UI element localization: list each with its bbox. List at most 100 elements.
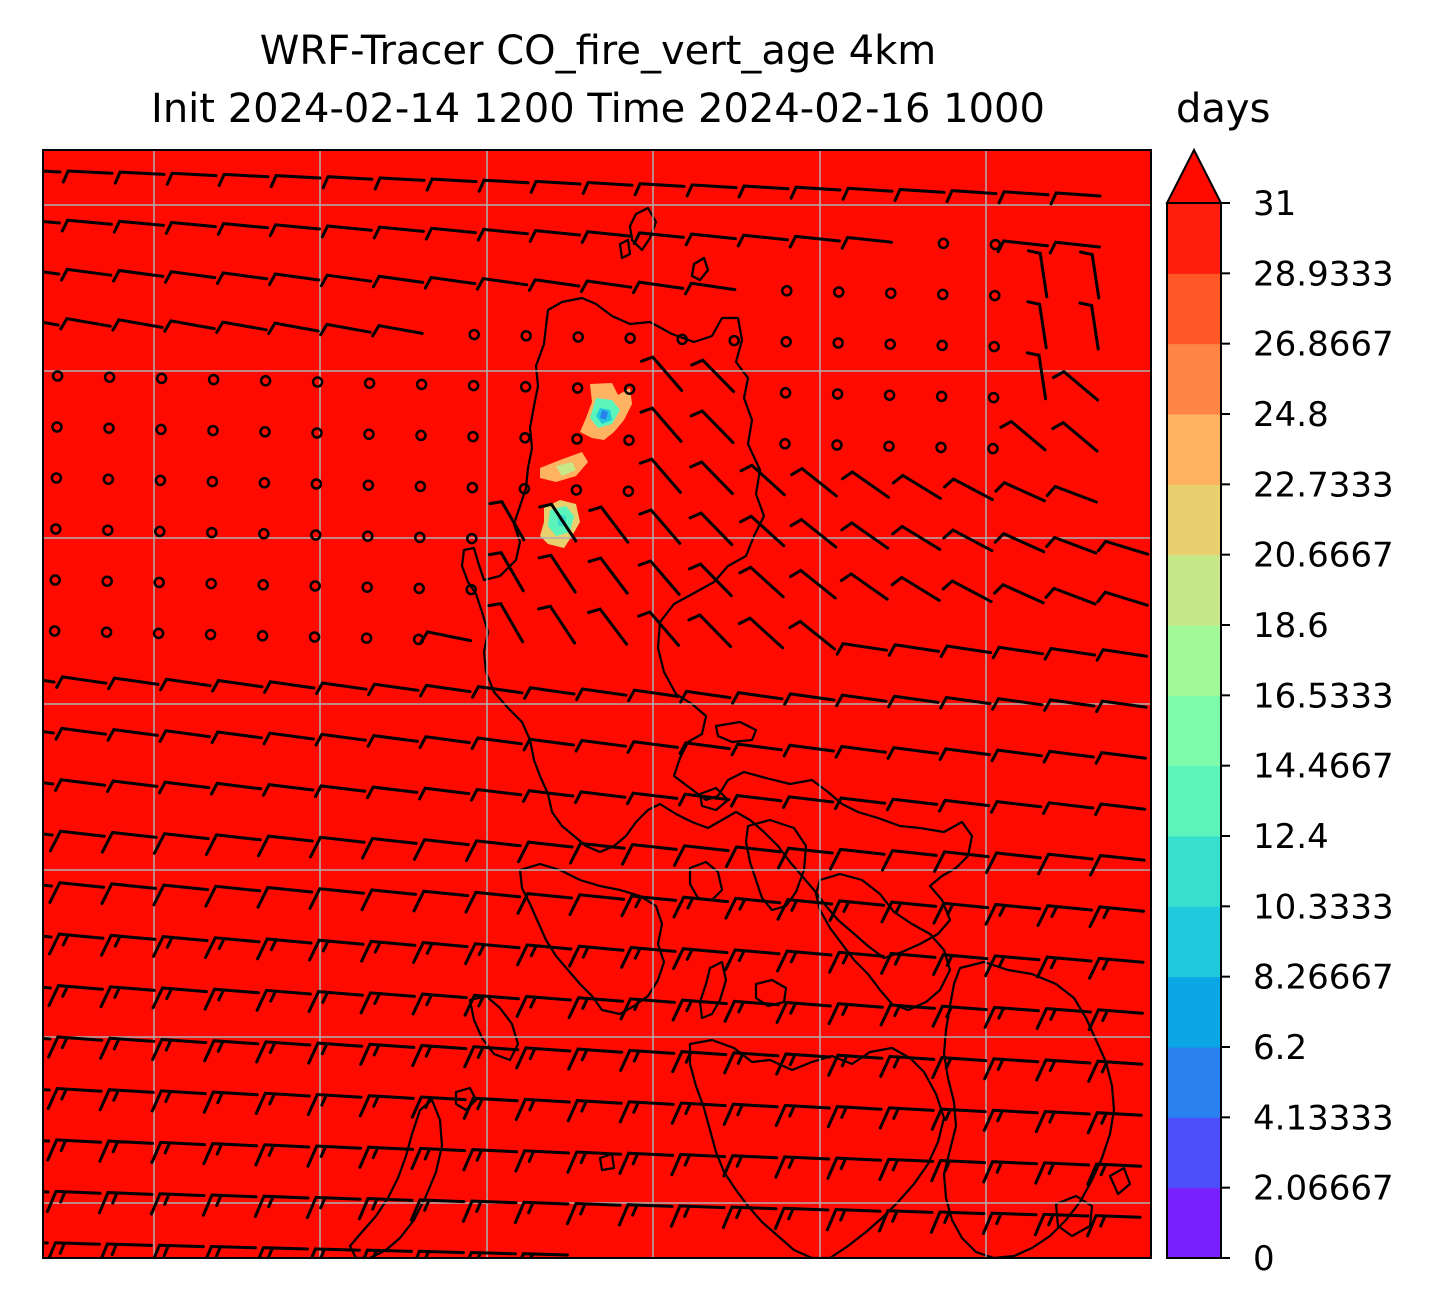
colorbar-tick-label: 28.9333 (1253, 254, 1394, 294)
colorbar-tick-label: 14.4667 (1253, 747, 1394, 787)
colorbar-ticks: 0 2.06667 4.13333 6.2 8.26667 10.3333 12.4 14.4… (1221, 184, 1394, 1279)
wind-barb (98, 1139, 155, 1163)
wind-barb (1033, 1212, 1090, 1237)
wind-barb (59, 316, 112, 331)
calm-wind-circle (781, 285, 793, 297)
wind-barb (43, 270, 61, 276)
calm-wind-circle (780, 336, 792, 348)
wind-barb (566, 1150, 623, 1174)
wind-barb (48, 932, 105, 956)
colorbar-tick-label: 20.6667 (1253, 536, 1394, 576)
wind-barb (106, 779, 159, 794)
wind-barb (775, 1000, 832, 1024)
wind-barb (55, 675, 108, 689)
calm-wind-circle (414, 531, 426, 544)
wind-barb (1035, 1007, 1092, 1030)
coastline-island (942, 960, 1116, 1258)
calm-wind-circle (571, 382, 584, 394)
wind-barb (257, 1246, 309, 1258)
wind-barb (159, 677, 212, 692)
wind-barb (152, 935, 209, 958)
wind-barb (1036, 955, 1093, 979)
wind-barb (834, 796, 887, 811)
wind-barb (253, 1194, 310, 1218)
wind-barb (565, 1201, 622, 1226)
calm-wind-circle (884, 338, 896, 350)
wind-barb (307, 1041, 364, 1065)
wind-barb (619, 1048, 676, 1072)
wind-barb (305, 1195, 362, 1220)
wind-barb (929, 1210, 986, 1234)
calm-wind-circle (362, 530, 374, 542)
wind-barb (783, 692, 836, 706)
calm-wind-circle (935, 390, 948, 403)
wind-barb (528, 229, 581, 243)
wind-barb (254, 1091, 311, 1115)
wind-barb (1025, 351, 1048, 401)
wind-barb (687, 613, 733, 649)
colorbar-bin (1167, 1187, 1221, 1259)
wind-barb (723, 999, 780, 1023)
wind-barb (788, 619, 837, 651)
wind-barb (730, 793, 783, 808)
coastline-island (618, 238, 632, 260)
wind-barb (359, 1042, 416, 1066)
colorbar-tick-label: 18.6 (1253, 606, 1329, 646)
wind-barb (366, 733, 419, 748)
wind-barb (487, 602, 525, 644)
wind-barb (216, 222, 269, 236)
map-frame (42, 149, 1152, 1259)
wind-barb (514, 1097, 571, 1121)
coastline-island (518, 862, 666, 1016)
wind-barb (1086, 1111, 1143, 1135)
coastline-island (468, 994, 520, 1062)
wind-barb (418, 786, 471, 801)
calm-wind-circle (988, 340, 1000, 353)
wind-barb (981, 1211, 1038, 1235)
wind-barb (672, 895, 730, 919)
wind-barb (309, 835, 366, 859)
calm-wind-circle (206, 475, 219, 488)
wind-barb (410, 1095, 467, 1119)
wind-barb (620, 894, 678, 918)
wind-barb (308, 887, 366, 910)
wind-barb (777, 846, 834, 870)
wind-barb (48, 829, 106, 853)
coastline-island (1108, 1166, 1132, 1196)
calm-wind-circle (572, 331, 584, 343)
wind-barb (61, 169, 114, 184)
wind-barb (567, 1047, 624, 1071)
wind-barb (994, 480, 1046, 503)
calm-wind-circle (51, 370, 64, 382)
wind-barb (204, 936, 261, 960)
colorbar-frame (1166, 202, 1222, 1259)
calm-wind-circle (883, 440, 895, 452)
calm-wind-circle (363, 428, 375, 440)
wind-barb (315, 681, 368, 695)
wind-barb (418, 735, 471, 749)
colorbar-bin (1167, 484, 1221, 556)
wind-barb (1048, 240, 1101, 255)
calm-wind-circle (415, 429, 427, 442)
wind-barb (1036, 904, 1094, 927)
colorbar-tick-label: 24.8 (1253, 395, 1329, 435)
calm-wind-circle (154, 474, 167, 487)
colorbar-extend-triangle (1165, 147, 1223, 204)
wind-barb (938, 747, 991, 761)
wind-barb (306, 1144, 363, 1168)
wind-barb (362, 1248, 413, 1258)
wind-barb (840, 470, 890, 499)
wind-barb (579, 279, 633, 293)
wind-barb (152, 832, 210, 855)
coastline-main-island (460, 296, 974, 960)
wind-barb (839, 572, 889, 601)
wind-barb (461, 1199, 518, 1223)
calm-wind-circle (728, 334, 740, 347)
colorbar-bin (1167, 906, 1221, 978)
wind-barb (684, 281, 737, 296)
wind-barb (943, 477, 994, 502)
wind-barb (776, 898, 834, 921)
wind-barb (99, 985, 156, 1009)
plume-patch (600, 410, 608, 420)
calm-wind-circle (360, 632, 373, 644)
